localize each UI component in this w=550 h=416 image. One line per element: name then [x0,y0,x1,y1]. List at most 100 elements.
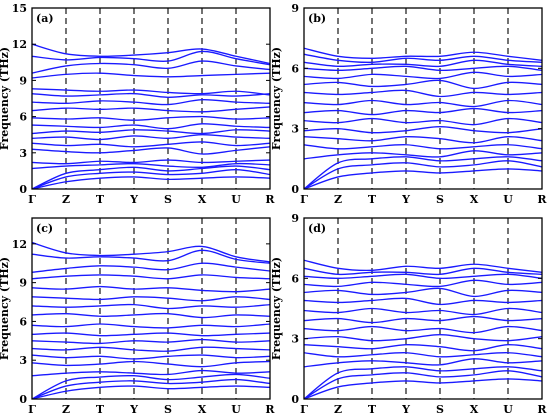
phonon-band-4 [32,369,270,377]
phonon-band-1 [304,378,542,399]
x-tick-label: Y [129,403,138,416]
phonon-band-1 [32,176,270,189]
phonon-band-14 [32,285,270,293]
x-tick-label: Y [401,403,410,416]
x-tick-label: T [368,193,377,206]
phonon-band-15 [304,267,542,276]
band-group [304,259,542,399]
y-tick-label: 9 [291,212,299,225]
phonon-band-18 [32,50,270,66]
panel-label: (d) [308,222,326,235]
x-tick-label: U [503,193,513,206]
phonon-band-14 [304,273,542,280]
phonon-band-5 [32,360,270,368]
phonon-band-13 [304,71,542,80]
phonon-band-2 [32,378,270,399]
y-tick-label: 0 [291,393,299,406]
y-tick-label: 6 [291,272,299,285]
x-tick-label: Γ [28,403,36,416]
phonon-band-6 [304,343,542,352]
phonon-band-6 [32,146,270,155]
phonon-band-17 [304,47,542,61]
phonon-band-11 [32,312,270,319]
x-tick-label: U [231,193,241,206]
x-tick-label: T [368,403,377,416]
panel-b: 0 3 6 9 Γ Z T Y S X U R Frequency (THz) (b) [270,2,547,206]
y-tick-label: 3 [291,123,299,136]
phonon-band-16 [304,259,542,273]
phonon-band-4 [304,358,542,368]
x-tick-label: X [198,193,207,206]
phonon-band-16 [304,53,542,64]
phonon-band-10 [304,307,542,316]
y-tick-label: 9 [291,2,299,15]
y-tick-label: 0 [291,183,299,196]
x-tick-label: X [470,193,479,206]
x-tick-label: X [470,403,479,416]
phonon-band-11 [304,89,542,98]
phonon-band-14 [304,65,542,72]
phonon-band-1 [32,385,270,399]
phonon-band-11 [304,297,542,306]
x-tick-label: S [436,403,444,416]
phonon-band-15 [304,59,542,68]
y-tick-label: 9 [19,277,27,290]
plot-frame [303,7,543,190]
plot-frame [31,217,271,400]
phonon-band-16 [32,72,270,79]
phonon-band-3 [304,156,542,189]
x-tick-label: Γ [300,403,308,416]
y-axis-label: Frequency (THz) [0,257,11,360]
y-tick-label: 15 [12,2,27,15]
phonon-band-12 [32,303,270,310]
phonon-band-10 [32,123,270,130]
x-tick-label: R [537,403,547,416]
phonon-band-16 [32,262,270,273]
x-tick-label: Z [334,403,342,416]
phonon-band-12 [304,287,542,298]
y-tick-label: 6 [19,111,27,124]
panel-label: (c) [36,222,53,235]
phonon-band-1 [304,168,542,189]
y-tick-label: 3 [19,354,27,367]
x-tick-label: Γ [28,193,36,206]
plot-frame [31,7,271,190]
phonon-band-9 [32,332,270,337]
phonon-band-19 [32,43,270,65]
phonon-band-10 [304,99,542,108]
phonon-band-13 [32,296,270,302]
phonon-band-3 [304,366,542,399]
y-tick-label: 0 [19,393,27,406]
band-group [32,241,270,399]
x-tick-label: Z [62,403,70,416]
plot-frame [303,217,543,400]
phonon-band-8 [32,134,270,141]
phonon-band-14 [32,92,270,98]
phonon-band-5 [304,352,542,358]
y-tick-label: 12 [12,38,27,51]
x-tick-label: R [265,193,275,206]
phonon-band-7 [32,141,270,148]
y-tick-label: 9 [19,74,27,87]
phonon-band-11 [32,115,270,121]
x-tick-label: S [164,403,172,416]
y-tick-label: 0 [19,183,27,196]
phonon-band-13 [32,98,270,106]
panel-label: (b) [308,12,326,25]
phonon-band-12 [304,79,542,90]
x-tick-label: Z [334,193,342,206]
x-tick-label: S [164,193,172,206]
x-tick-label: S [436,193,444,206]
phonon-band-9 [304,107,542,116]
panel-a: 0 3 6 9 12 15 Γ Z T Y S X U R Frequency (THz) (a) [0,2,275,206]
phonon-band-10 [32,323,270,329]
phonon-band-4 [32,162,270,170]
panel-label: (a) [36,12,54,25]
phonon-band-3 [32,165,270,189]
y-axis-label: Frequency (THz) [270,257,283,360]
phonon-band-15 [32,88,270,96]
y-tick-label: 12 [12,238,27,251]
phonon-band-2 [304,370,542,399]
phonon-band-3 [32,373,270,399]
